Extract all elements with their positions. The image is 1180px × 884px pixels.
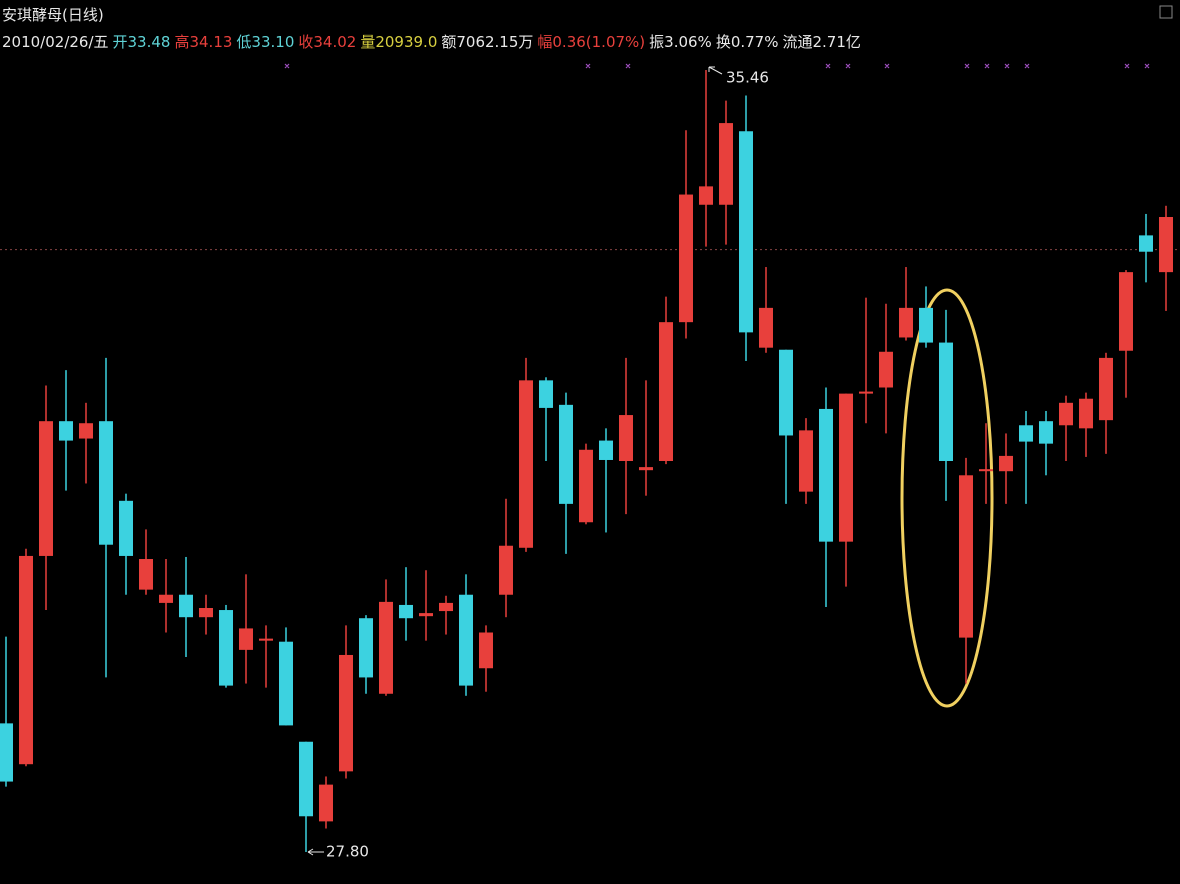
candle-body <box>739 131 753 333</box>
candle-body <box>479 632 493 669</box>
candle-body <box>99 421 113 545</box>
candle-body <box>19 555 33 765</box>
annotation-arrow <box>307 848 324 856</box>
candle-body <box>819 408 833 542</box>
candle-body <box>439 602 453 612</box>
candle-body <box>839 393 853 542</box>
quote-item: 振3.06% <box>649 33 712 51</box>
candle-body <box>519 380 533 548</box>
quote-item: 量20939.0 <box>360 33 438 51</box>
candle-body <box>159 594 173 603</box>
candle-body <box>799 430 813 492</box>
candle-body <box>979 469 993 472</box>
quote-line: 2010/02/26/五 开33.48 高34.13 低33.10 收34.02 量209… <box>2 31 865 52</box>
annotation-arrow <box>708 66 723 75</box>
candle-body <box>659 322 673 461</box>
candle-body <box>359 618 373 678</box>
candle-body <box>899 307 913 338</box>
candle-body <box>1139 235 1153 252</box>
candle-body <box>959 475 973 638</box>
candle-body <box>279 641 293 726</box>
candle-body <box>299 741 313 817</box>
annotation-label: 35.46 <box>726 69 769 87</box>
candle-body <box>1119 272 1133 351</box>
candle-body <box>779 349 793 436</box>
candle-body <box>399 604 413 619</box>
candle-body <box>559 404 573 504</box>
candle-body <box>1159 217 1173 273</box>
candle-body <box>919 307 933 343</box>
candle-body <box>39 421 53 556</box>
candle-body <box>339 654 353 772</box>
candle-body <box>579 449 593 523</box>
candle-body <box>759 307 773 348</box>
candle-body <box>939 342 953 461</box>
candle-body <box>419 613 433 617</box>
candle-body <box>879 351 893 388</box>
candle-body <box>859 391 873 394</box>
candle-body <box>999 455 1013 472</box>
candle-body <box>0 723 13 782</box>
quote-item: 幅0.36(1.07%) <box>537 33 646 51</box>
quote-item: 高34.13 <box>174 33 233 51</box>
candle-body <box>1019 425 1033 442</box>
candle-body <box>239 628 253 650</box>
candle-body <box>679 194 693 323</box>
candle-body <box>699 186 713 205</box>
window-icon <box>1159 5 1173 19</box>
candle-body <box>459 594 473 686</box>
candle-body <box>79 423 93 439</box>
quote-item: 流通2.71亿 <box>782 33 861 51</box>
candle-body <box>119 500 133 556</box>
quote-item: 2010/02/26/五 <box>2 33 109 51</box>
candle-body <box>639 467 653 471</box>
candle-body <box>139 559 153 590</box>
quote-item: 低33.10 <box>236 33 295 51</box>
event-markers <box>284 63 1150 69</box>
candle-body <box>719 123 733 205</box>
annotation: 35.46 <box>708 66 769 87</box>
candle-body <box>259 638 273 641</box>
candle-body <box>59 421 73 441</box>
candle-body <box>179 594 193 618</box>
quote-item: 换0.77% <box>715 33 779 51</box>
candle-body <box>619 415 633 461</box>
stock-title: 安琪酵母(日线) <box>2 6 104 24</box>
candle-body <box>599 440 613 460</box>
candle-body <box>199 608 213 618</box>
annotation: 27.80 <box>307 843 369 861</box>
quote-item: 开33.48 <box>112 33 171 51</box>
candle-body <box>319 784 333 822</box>
quote-item: 收34.02 <box>298 33 357 51</box>
candle-body <box>1079 398 1093 429</box>
candle-body <box>1059 402 1073 426</box>
candle-body <box>379 601 393 694</box>
annotation-label: 27.80 <box>326 843 369 861</box>
quote-item: 额7062.15万 <box>441 33 534 51</box>
candle-body <box>1039 421 1053 444</box>
candle-body <box>539 380 553 408</box>
candle-body <box>499 545 513 595</box>
candle-body <box>1099 357 1113 421</box>
candle-body <box>219 610 233 686</box>
highlight-ellipse <box>900 288 994 708</box>
